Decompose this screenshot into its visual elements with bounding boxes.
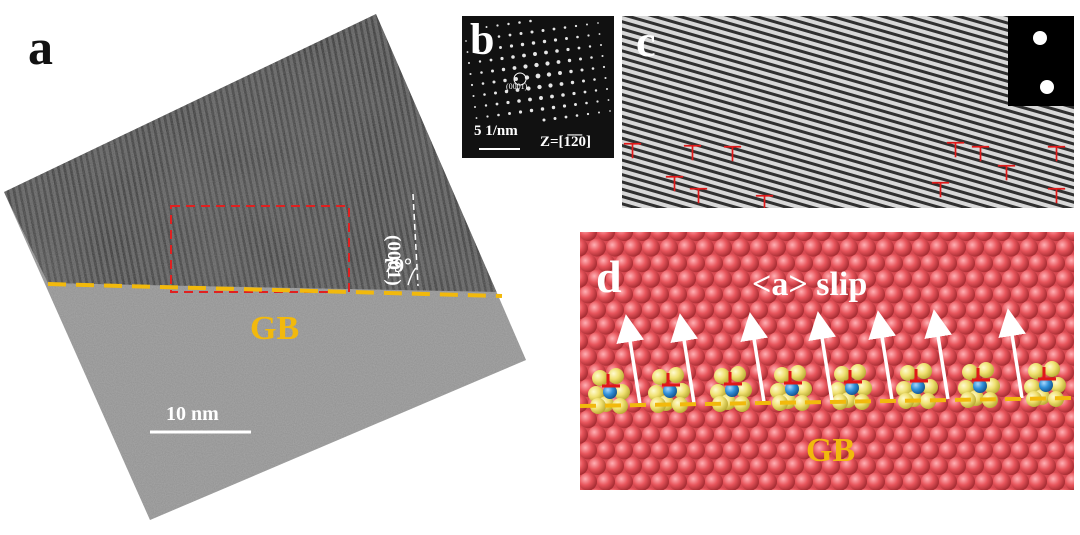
dislocation-marker: ┬ xyxy=(756,183,774,208)
panel-d-gb-label: GB xyxy=(806,432,856,469)
panel-c-label: c xyxy=(636,17,656,66)
panel-d-atomistic-simulation: d <a> slip GB xyxy=(580,232,1074,490)
panel-a-scale-label: 10 nm xyxy=(166,403,219,425)
fft-inset xyxy=(1008,16,1074,106)
panel-a-tem-image xyxy=(4,14,526,520)
diffraction-pattern xyxy=(465,19,611,150)
slip-arrow xyxy=(616,314,645,405)
dislocation-marker: ┬ xyxy=(932,170,950,196)
panel-b-scale-label: 5 1/nm xyxy=(474,123,518,139)
panel-d-grain-boundary-line xyxy=(580,396,1074,408)
panel-b-diffraction: b (0001) 5 1/nm Z=[1̅2̅0] xyxy=(462,16,614,158)
dislocation-marker: ┬ xyxy=(690,176,708,202)
atom-lattice xyxy=(580,232,1074,490)
panel-b-label: b xyxy=(470,16,495,64)
slip-arrow xyxy=(924,309,953,400)
panel-a-gb-label: GB xyxy=(250,310,300,347)
region-of-interest-box xyxy=(170,205,350,293)
dislocation-marker: ┬ xyxy=(1048,134,1066,160)
dislocation-marker: ┬ xyxy=(666,164,684,190)
dislocation-marker: ┬ xyxy=(972,134,990,160)
dislocation-marker: ┬ xyxy=(684,133,702,159)
dislocation-marker: ┬ xyxy=(724,134,742,160)
slip-arrow xyxy=(868,310,897,401)
slip-arrow xyxy=(998,308,1027,399)
panel-c-filtered-image: c ┬ ┬ ┬ ┬ ┬ ┬ ┬ ┬ ┬ ┬ ┬ ┬ xyxy=(622,16,1074,208)
diffraction-spot-label: (0001) xyxy=(506,82,528,91)
slip-arrow xyxy=(670,313,699,404)
slip-label: <a> slip xyxy=(752,266,868,303)
panel-a-label: a xyxy=(28,19,53,75)
slip-arrow xyxy=(740,312,769,403)
dislocation-marker: ┬ xyxy=(998,153,1016,179)
angle-label: 79° xyxy=(384,255,412,277)
panel-d-label: d xyxy=(596,251,622,302)
dislocation-marker: ┬ xyxy=(624,131,642,157)
grain-boundary-line xyxy=(47,282,503,298)
slip-arrow xyxy=(808,311,837,402)
dislocation-marker: ┬ xyxy=(1048,176,1066,202)
dislocation-marker: ┬ xyxy=(947,130,965,156)
zone-axis-label: Z=[1̅2̅0] xyxy=(540,134,592,150)
